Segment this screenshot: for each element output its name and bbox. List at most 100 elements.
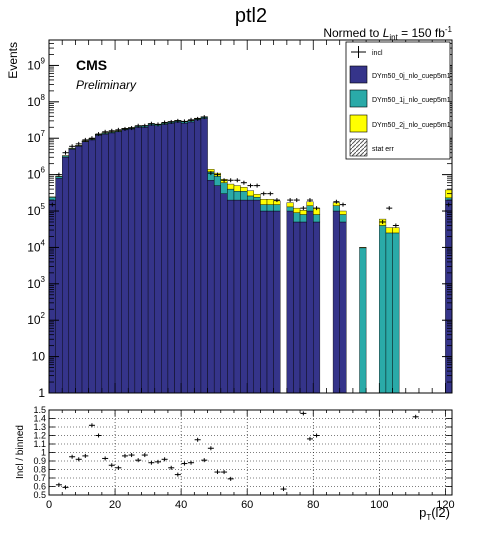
ratio-grid	[49, 409, 452, 496]
bar-dy0j-11	[121, 129, 129, 394]
upper-y-label: Events	[6, 42, 20, 79]
ratio-y-tick-label-4: 0.9	[33, 456, 46, 466]
incl-marker-7	[95, 132, 102, 137]
bar-dy2j-28	[233, 185, 241, 192]
bar-dy0j-7	[95, 135, 103, 394]
ratio-point-28	[300, 411, 307, 416]
bar-dy0j-22	[194, 119, 202, 394]
incl-marker-6	[88, 136, 95, 141]
chart-subtitle: Normed to Lint = 150 fb-1	[323, 25, 452, 42]
incl-marker-43	[333, 199, 340, 204]
incl-marker-22	[194, 116, 201, 121]
incl-marker-12	[128, 126, 135, 131]
incl-marker-30	[247, 183, 254, 188]
bar-dy0j-44	[339, 221, 347, 394]
bar-dy1j-44	[339, 214, 347, 223]
bar-dy1j-33	[266, 204, 274, 212]
incl-marker-32	[260, 191, 267, 196]
subtitle-eq: = 150 fb	[398, 26, 445, 40]
legend-label-staterr: stat err	[372, 146, 394, 153]
bar-dy0j-34	[273, 210, 281, 394]
incl-marker-23	[201, 115, 208, 120]
incl-marker-10	[115, 127, 122, 132]
ratio-y-tick-label-7: 1.2	[33, 431, 46, 441]
cms-label: CMS	[76, 57, 107, 73]
incl-marker-16	[155, 122, 162, 127]
incl-marker-4	[75, 141, 82, 146]
bar-dy2j-32	[260, 199, 268, 205]
y-tick-label-5: 105	[27, 202, 45, 218]
bar-dy2j-37	[293, 207, 301, 213]
incl-marker-29	[240, 180, 247, 185]
bar-dy1j-34	[273, 204, 281, 212]
incl-marker-11	[121, 126, 128, 131]
legend-label-incl: incl	[372, 50, 383, 57]
legend-item-dy2j: DYm50_2j_nlo_cuep5m1	[349, 114, 451, 133]
y-tick-label-8: 108	[27, 93, 45, 109]
ratio-point-22	[201, 458, 208, 463]
bar-dy0j-15	[147, 124, 155, 394]
ratio-point-19	[181, 461, 188, 466]
bar-dy0j-36	[286, 210, 294, 394]
bar-dy0j-38	[299, 221, 307, 394]
y-tick-label-9: 109	[27, 56, 45, 72]
bar-dy0j-40	[313, 221, 321, 394]
incl-marker-28	[234, 178, 241, 183]
ratio-point-13	[141, 453, 148, 458]
incl-marker-9	[108, 128, 115, 133]
legend: incl DYm50_0j_nlo_cuep5m1 DYm50_1j_nlo_cue…	[345, 41, 451, 160]
bar-dy1j-27	[227, 188, 235, 201]
ratio-point-15	[155, 459, 162, 464]
upper-y-axis: 1 10 102 103 104 105 106 107 108 109	[27, 39, 452, 400]
bar-dy2j-29	[240, 187, 248, 192]
bar-dy0j-5	[81, 141, 89, 394]
ratio-point-10	[121, 453, 128, 458]
incl-marker-36	[287, 198, 294, 203]
ratio-point-21	[194, 437, 201, 442]
incl-marker-50	[379, 219, 386, 224]
bar-dy0j-39	[306, 210, 314, 394]
incl-marker-0	[49, 202, 56, 207]
incl-marker-13	[135, 123, 142, 128]
bar-dy2j-51	[385, 227, 393, 234]
y-tick-label-0: 1	[38, 386, 45, 400]
ratio-point-7	[102, 456, 109, 461]
bar-dy2j-38	[299, 210, 307, 215]
ratio-point-29	[306, 436, 313, 441]
ratio-point-17	[168, 465, 175, 470]
bar-dy0j-32	[260, 210, 268, 394]
incl-marker-17	[161, 120, 168, 125]
incl-marker-19	[174, 118, 181, 123]
ratio-x-axis: 0 20 40 60 80 100 120	[46, 410, 455, 511]
x-tick-label-5: 100	[370, 499, 388, 511]
bar-dy0j-24	[207, 180, 215, 394]
bar-dy0j-26	[220, 193, 228, 394]
ratio-y-tick-label-5: 1	[41, 448, 46, 458]
y-tick-label-7: 107	[27, 129, 45, 145]
bar-dy0j-30	[246, 199, 255, 394]
incl-marker-52	[392, 223, 399, 228]
bar-dy0j-8	[101, 133, 109, 394]
ratio-point-3	[75, 457, 82, 462]
ratio-point-24	[214, 470, 221, 475]
incl-marker-33	[267, 191, 274, 196]
bar-dy1j-40	[313, 214, 321, 223]
bar-dy0j-10	[114, 131, 122, 394]
y-tick-label-4: 104	[27, 238, 45, 254]
ratio-y-label: Incl / binned	[15, 425, 26, 479]
y-tick-label-3: 103	[27, 275, 45, 291]
incl-marker-31	[254, 183, 261, 188]
ratio-point-18	[174, 472, 181, 477]
bar-dy1j-0	[48, 196, 56, 201]
bar-dy0j-28	[233, 199, 241, 394]
bar-dy0j-2	[62, 157, 70, 394]
legend-item-dy1j: DYm50_1j_nlo_cuep5m1	[349, 89, 451, 108]
bar-dy1j-39	[306, 205, 314, 212]
preliminary-label: Preliminary	[76, 78, 137, 92]
x-tick-label-6: 120	[436, 499, 454, 511]
incl-marker-14	[141, 123, 148, 128]
bar-dy2j-36	[286, 202, 294, 208]
incl-marker-21	[188, 117, 195, 122]
legend-label-dy1j: DYm50_1j_nlo_cuep5m1	[372, 97, 451, 104]
bar-dy0j-4	[75, 146, 83, 394]
